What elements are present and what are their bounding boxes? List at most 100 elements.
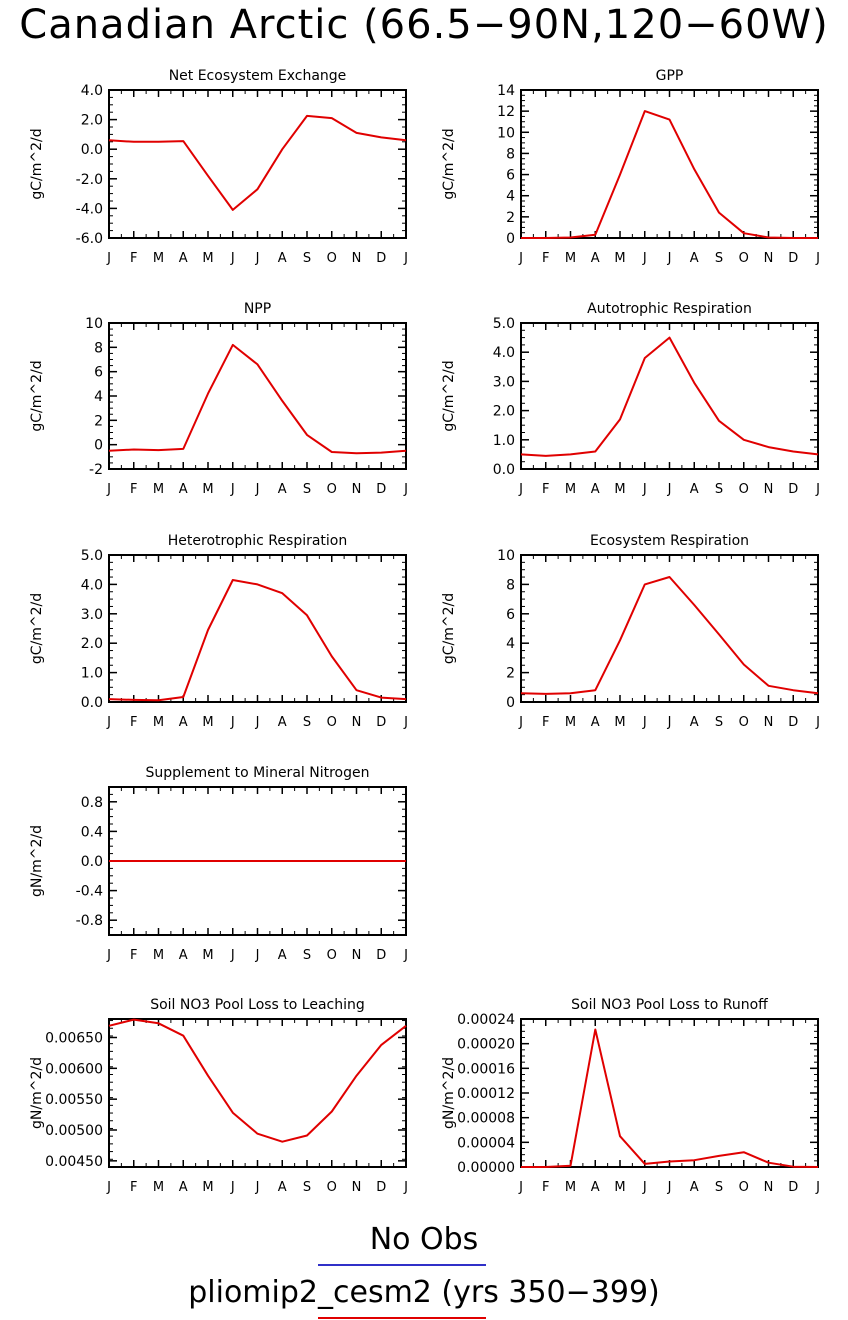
chart-title: Heterotrophic Respiration <box>168 533 348 549</box>
plot-frame <box>108 89 407 239</box>
x-tick-label: M <box>202 1180 213 1195</box>
x-tick-label: M <box>153 251 164 266</box>
x-tick-label: M <box>202 482 213 497</box>
y-tick-label: 6 <box>506 168 515 184</box>
x-tick-label: O <box>327 251 337 266</box>
x-tick-label: A <box>278 251 287 266</box>
x-tick-label: D <box>376 482 386 497</box>
legend-line-model <box>318 1317 486 1319</box>
x-tick-label: J <box>518 1180 523 1195</box>
x-tick-label: N <box>352 251 362 266</box>
y-tick-label: 0.00004 <box>457 1135 515 1151</box>
x-tick-label: J <box>667 482 672 497</box>
y-tick-label: 5.0 <box>493 316 515 332</box>
x-tick-label: J <box>518 482 523 497</box>
series-line-0 <box>521 1028 819 1168</box>
x-tick-label: J <box>642 482 647 497</box>
y-tick-label: 2 <box>506 210 515 226</box>
y-tick-label: 3.0 <box>81 607 103 623</box>
chart-title: NPP <box>244 301 271 317</box>
y-tick-label: -4.0 <box>76 201 103 217</box>
x-tick-label: N <box>764 251 774 266</box>
x-tick-label: S <box>715 715 723 730</box>
y-tick-label: -0.4 <box>76 884 103 900</box>
x-tick-label: N <box>352 715 362 730</box>
y-tick-label: 0 <box>506 695 515 711</box>
x-tick-label: J <box>815 251 820 266</box>
chart-panel-7: Soil NO3 Pool Loss to Leaching gN/m^2/d J F… <box>29 997 408 1195</box>
x-tick-label: J <box>255 482 260 497</box>
y-tick-label: 0.0 <box>493 462 515 478</box>
x-tick-label: F <box>130 715 137 730</box>
y-tick-label: -6.0 <box>76 231 103 247</box>
y-tick-label: 8 <box>506 146 515 162</box>
y-tick-label: 0.00016 <box>457 1061 515 1077</box>
y-tick-label: 2 <box>506 666 515 682</box>
y-axis-label: gC/m^2/d <box>29 593 45 664</box>
legend-label-model: pliomip2_cesm2 (yrs 350−399) <box>188 1275 660 1310</box>
x-tick-label: O <box>739 482 749 497</box>
y-tick-label: 0.00600 <box>45 1061 103 1077</box>
x-tick-label: D <box>376 715 386 730</box>
x-tick-label: A <box>591 1180 600 1195</box>
y-tick-label: 0.00024 <box>457 1012 515 1028</box>
x-tick-label: A <box>278 715 287 730</box>
x-tick-label: D <box>788 715 798 730</box>
x-tick-label: A <box>278 948 287 963</box>
y-tick-label: 0.4 <box>81 824 103 840</box>
y-tick-label: 2.0 <box>81 636 103 652</box>
y-tick-label: 0 <box>94 438 103 454</box>
chart-title: Soil NO3 Pool Loss to Leaching <box>150 997 365 1013</box>
x-tick-label: J <box>230 948 235 963</box>
y-tick-label: 4.0 <box>493 345 515 361</box>
y-tick-label: 0.0 <box>81 695 103 711</box>
y-tick-label: 10 <box>497 548 515 564</box>
y-tick-label: 0.00450 <box>45 1154 103 1170</box>
y-tick-label: 14 <box>497 83 515 99</box>
x-tick-label: M <box>565 715 576 730</box>
series-line-0 <box>108 579 407 702</box>
x-tick-label: A <box>278 1180 287 1195</box>
x-tick-label: O <box>327 715 337 730</box>
x-tick-label: A <box>179 1180 188 1195</box>
x-tick-label: A <box>690 1180 699 1195</box>
x-tick-label: J <box>403 715 408 730</box>
x-tick-label: S <box>715 482 723 497</box>
y-axis-label: gC/m^2/d <box>441 360 457 431</box>
x-tick-label: D <box>376 251 386 266</box>
x-tick-label: M <box>202 715 213 730</box>
y-tick-label: 12 <box>497 104 515 120</box>
x-tick-label: O <box>739 1180 749 1195</box>
plot-frame <box>108 554 407 703</box>
y-tick-label: 10 <box>497 125 515 141</box>
x-tick-label: D <box>788 1180 798 1195</box>
series-line-0 <box>520 576 819 695</box>
y-axis-label: gN/m^2/d <box>29 825 45 897</box>
y-tick-label: 0.00012 <box>457 1086 515 1102</box>
legend-line-obs <box>318 1264 486 1266</box>
x-tick-label: J <box>642 1180 647 1195</box>
x-tick-label: J <box>815 482 820 497</box>
x-tick-label: J <box>403 1180 408 1195</box>
plot-frame <box>520 1018 819 1168</box>
x-tick-label: M <box>565 482 576 497</box>
x-tick-label: J <box>518 715 523 730</box>
x-tick-label: J <box>667 1180 672 1195</box>
x-tick-label: N <box>352 1180 362 1195</box>
y-axis-label: gN/m^2/d <box>441 1057 457 1129</box>
chart-title: Supplement to Mineral Nitrogen <box>146 765 370 781</box>
x-tick-label: J <box>403 482 408 497</box>
x-tick-label: A <box>591 482 600 497</box>
y-tick-label: 5.0 <box>81 548 103 564</box>
plot-frame <box>108 322 407 470</box>
x-tick-label: J <box>230 251 235 266</box>
x-tick-label: F <box>130 482 137 497</box>
y-tick-label: 3.0 <box>493 374 515 390</box>
y-tick-label: 4.0 <box>81 83 103 99</box>
chart-title: Net Ecosystem Exchange <box>169 68 347 84</box>
